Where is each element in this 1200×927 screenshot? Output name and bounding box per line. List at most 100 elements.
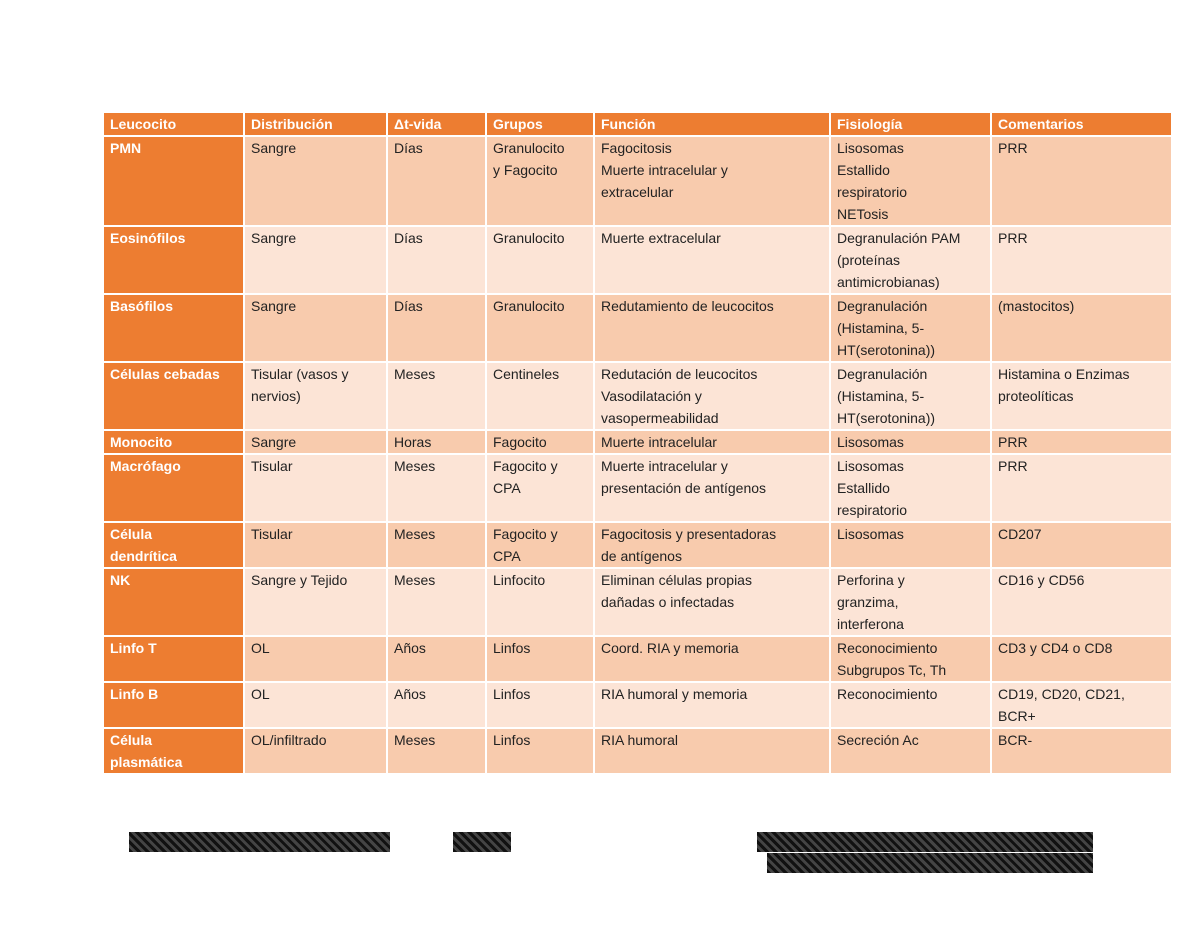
table-cell: Fisiología: [829, 111, 992, 137]
table-cell: Basófilos: [102, 293, 245, 363]
table-row: Célula dendrítica Tisular Meses Fagocito y …: [102, 521, 1173, 569]
table-cell: PRR: [990, 225, 1173, 295]
table-cell: CD207: [990, 521, 1173, 569]
table-cell: Sangre: [243, 293, 388, 363]
table-cell: RIA humoral y memoria: [593, 681, 831, 729]
table-cell: Comentarios: [990, 111, 1173, 137]
table-cell: BCR-: [990, 727, 1173, 775]
table-cell: Linfo T: [102, 635, 245, 683]
table-cell: Fagocito: [485, 429, 595, 455]
table-cell: Muerte intracelular: [593, 429, 831, 455]
table-cell: Tisular: [243, 521, 388, 569]
table-cell: OL: [243, 635, 388, 683]
table-cell: Coord. RIA y memoria: [593, 635, 831, 683]
table-cell: Distribución: [243, 111, 388, 137]
table-cell: OL: [243, 681, 388, 729]
table-cell: Centineles: [485, 361, 595, 431]
table-cell: Granulocito: [485, 225, 595, 295]
table-cell: Célula plasmática: [102, 727, 245, 775]
table-cell: Sangre: [243, 135, 388, 227]
table-cell: Degranulación (Histamina, 5- HT(serotoni…: [829, 293, 992, 363]
redacted: [453, 832, 511, 852]
table-cell: Muerte extracelular: [593, 225, 831, 295]
table-cell: PRR: [990, 429, 1173, 455]
table-cell: Perforina y granzima, interferona: [829, 567, 992, 637]
table-row: Macrófago Tisular Meses Fagocito y CPA Muert…: [102, 453, 1173, 523]
table-cell: Eliminan células propias dañadas o infec…: [593, 567, 831, 637]
table-cell: Lisosomas Estallido respiratorio: [829, 453, 992, 523]
table-cell: Lisosomas Estallido respiratorio NETosis: [829, 135, 992, 227]
table-cell: Degranulación PAM (proteínas antimicrobi…: [829, 225, 992, 295]
table-row: Células cebadas Tisular (vasos y nervios)…: [102, 361, 1173, 431]
redacted: [757, 832, 1093, 852]
table-cell: Linfos: [485, 635, 595, 683]
table-cell: Sangre: [243, 225, 388, 295]
table-cell: Tisular (vasos y nervios): [243, 361, 388, 431]
table-cell: Células cebadas: [102, 361, 245, 431]
table-cell: Histamina o Enzimas proteolíticas: [990, 361, 1173, 431]
table-cell: Años: [386, 681, 487, 729]
table-cell: RIA humoral: [593, 727, 831, 775]
table-cell: Macrófago: [102, 453, 245, 523]
table-row: PMN Sangre Días Granulocito y Fagocito Fagoc…: [102, 135, 1173, 227]
table-cell: Δt-vida: [386, 111, 487, 137]
table-cell: Redutación de leucocitos Vasodilatación …: [593, 361, 831, 431]
table-cell: Secreción Ac: [829, 727, 992, 775]
table-cell: OL/infiltrado: [243, 727, 388, 775]
leukocyte-table: Leucocito Distribución Δt-vida Grupos Funció…: [102, 111, 1173, 775]
table-cell: Meses: [386, 567, 487, 637]
table-row: Linfo B OL Años Linfos RIA humoral y memoria…: [102, 681, 1173, 729]
table-cell: PRR: [990, 453, 1173, 523]
table-cell: Granulocito: [485, 293, 595, 363]
table-cell: Muerte intracelular y presentación de an…: [593, 453, 831, 523]
table-cell: Sangre: [243, 429, 388, 455]
table-cell: Sangre y Tejido: [243, 567, 388, 637]
table-cell: Días: [386, 225, 487, 295]
table-cell: NK: [102, 567, 245, 637]
table-cell: Fagocitosis Muerte intracelular y extrac…: [593, 135, 831, 227]
table-cell: CD19, CD20, CD21, BCR+: [990, 681, 1173, 729]
table-cell: Tisular: [243, 453, 388, 523]
table-cell: Días: [386, 135, 487, 227]
table-row: Leucocito Distribución Δt-vida Grupos Funció…: [102, 111, 1173, 137]
table-cell: Fagocito y CPA: [485, 453, 595, 523]
table-cell: CD16 y CD56: [990, 567, 1173, 637]
table-cell: Eosinófilos: [102, 225, 245, 295]
table-cell: Monocito: [102, 429, 245, 455]
table-cell: (mastocitos): [990, 293, 1173, 363]
table-cell: Granulocito y Fagocito: [485, 135, 595, 227]
table-cell: Lisosomas: [829, 429, 992, 455]
table-cell: Linfocito: [485, 567, 595, 637]
table-cell: Leucocito: [102, 111, 245, 137]
table-cell: Fagocitosis y presentadoras de antígenos: [593, 521, 831, 569]
table-cell: Linfo B: [102, 681, 245, 729]
table-cell: Años: [386, 635, 487, 683]
table-cell: Meses: [386, 361, 487, 431]
table-row: Eosinófilos Sangre Días Granulocito Muerte e…: [102, 225, 1173, 295]
table-row: Monocito Sangre Horas Fagocito Muerte intrac…: [102, 429, 1173, 455]
table-cell: Meses: [386, 727, 487, 775]
table-row: Célula plasmática OL/infiltrado Meses Linfo…: [102, 727, 1173, 775]
table-cell: Célula dendrítica: [102, 521, 245, 569]
table-cell: Fagocito y CPA: [485, 521, 595, 569]
table-cell: Redutamiento de leucocitos: [593, 293, 831, 363]
table-cell: Reconocimiento: [829, 681, 992, 729]
table-cell: Horas: [386, 429, 487, 455]
table-cell: Linfos: [485, 727, 595, 775]
table-cell: Grupos: [485, 111, 595, 137]
table-cell: Reconocimiento Subgrupos Tc, Th: [829, 635, 992, 683]
table-cell: Días: [386, 293, 487, 363]
table-cell: Meses: [386, 521, 487, 569]
table-cell: Lisosomas: [829, 521, 992, 569]
table-cell: PMN: [102, 135, 245, 227]
table-row: Linfo T OL Años Linfos Coord. RIA y memoria R…: [102, 635, 1173, 683]
table-row: NK Sangre y Tejido Meses Linfocito Eliminan …: [102, 567, 1173, 637]
redacted: [129, 832, 390, 852]
redacted: [767, 853, 1093, 873]
table-cell: Degranulación (Histamina, 5- HT(serotoni…: [829, 361, 992, 431]
table-row: Basófilos Sangre Días Granulocito Redutamien…: [102, 293, 1173, 363]
table-cell: Meses: [386, 453, 487, 523]
table-cell: PRR: [990, 135, 1173, 227]
table-cell: Función: [593, 111, 831, 137]
